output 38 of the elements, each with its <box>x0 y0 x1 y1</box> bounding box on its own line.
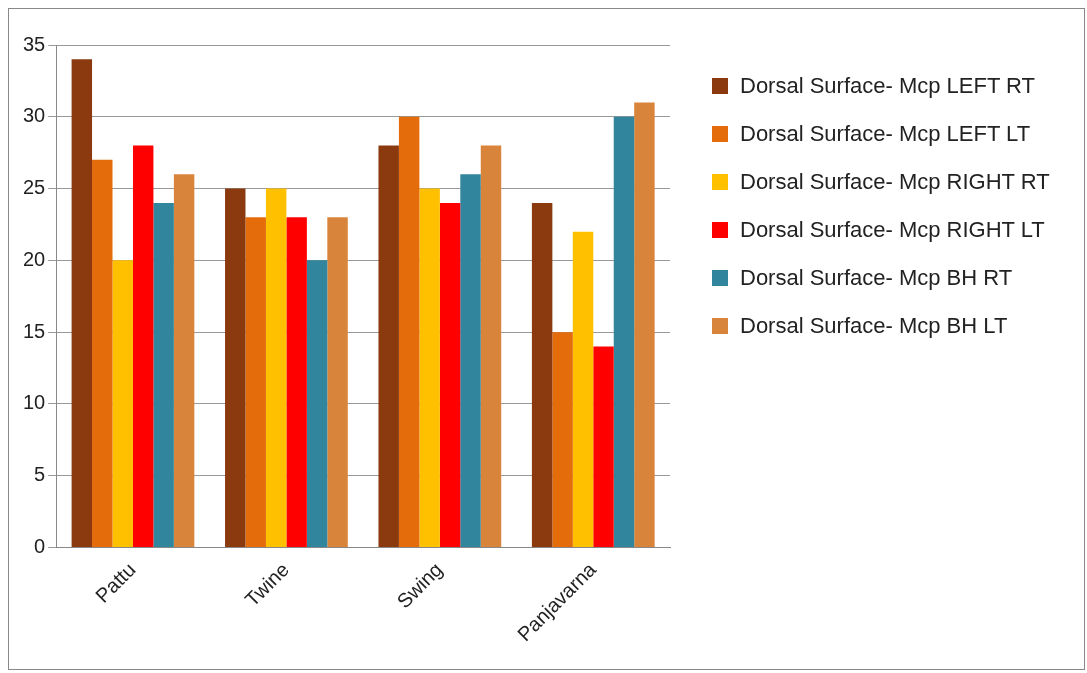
bar <box>634 102 655 547</box>
legend-label: Dorsal Surface- Mcp RIGHT RT <box>740 168 1050 196</box>
bar <box>480 145 502 547</box>
y-tick-label: 10 <box>23 391 46 414</box>
bar <box>552 332 573 547</box>
bar <box>286 217 307 547</box>
legend-label: Dorsal Surface- Mcp BH RT <box>740 264 1013 292</box>
bar <box>265 188 287 547</box>
bar <box>132 145 154 547</box>
bar <box>531 202 553 547</box>
y-tick-label: 15 <box>23 319 46 342</box>
y-tick-label: 25 <box>23 176 46 199</box>
bar <box>439 202 461 547</box>
legend-label: Dorsal Surface- Mcp BH LT <box>740 312 1008 340</box>
bar <box>153 202 174 547</box>
y-tick-label: 30 <box>23 104 46 127</box>
bar <box>245 217 266 547</box>
legend-label: Dorsal Surface- Mcp LEFT RT <box>740 72 1036 100</box>
bar <box>460 174 481 547</box>
bar <box>419 188 440 547</box>
bar <box>327 217 348 547</box>
y-tick-label: 20 <box>23 247 46 270</box>
y-tick-label: 5 <box>34 463 46 486</box>
bar <box>71 59 93 547</box>
legend-label: Dorsal Surface- Mcp RIGHT LT <box>740 216 1045 244</box>
bar <box>92 159 113 547</box>
bar <box>112 260 133 547</box>
y-tick-label: 0 <box>34 535 46 557</box>
legend-label: Dorsal Surface- Mcp LEFT LT <box>740 120 1031 148</box>
bar <box>398 116 420 547</box>
bar <box>173 174 195 547</box>
bar <box>378 145 399 547</box>
bar <box>306 260 328 547</box>
bar <box>613 116 635 547</box>
y-tick-label: 35 <box>23 32 46 55</box>
bar <box>593 346 614 547</box>
bar <box>572 231 594 547</box>
bar <box>225 188 246 547</box>
